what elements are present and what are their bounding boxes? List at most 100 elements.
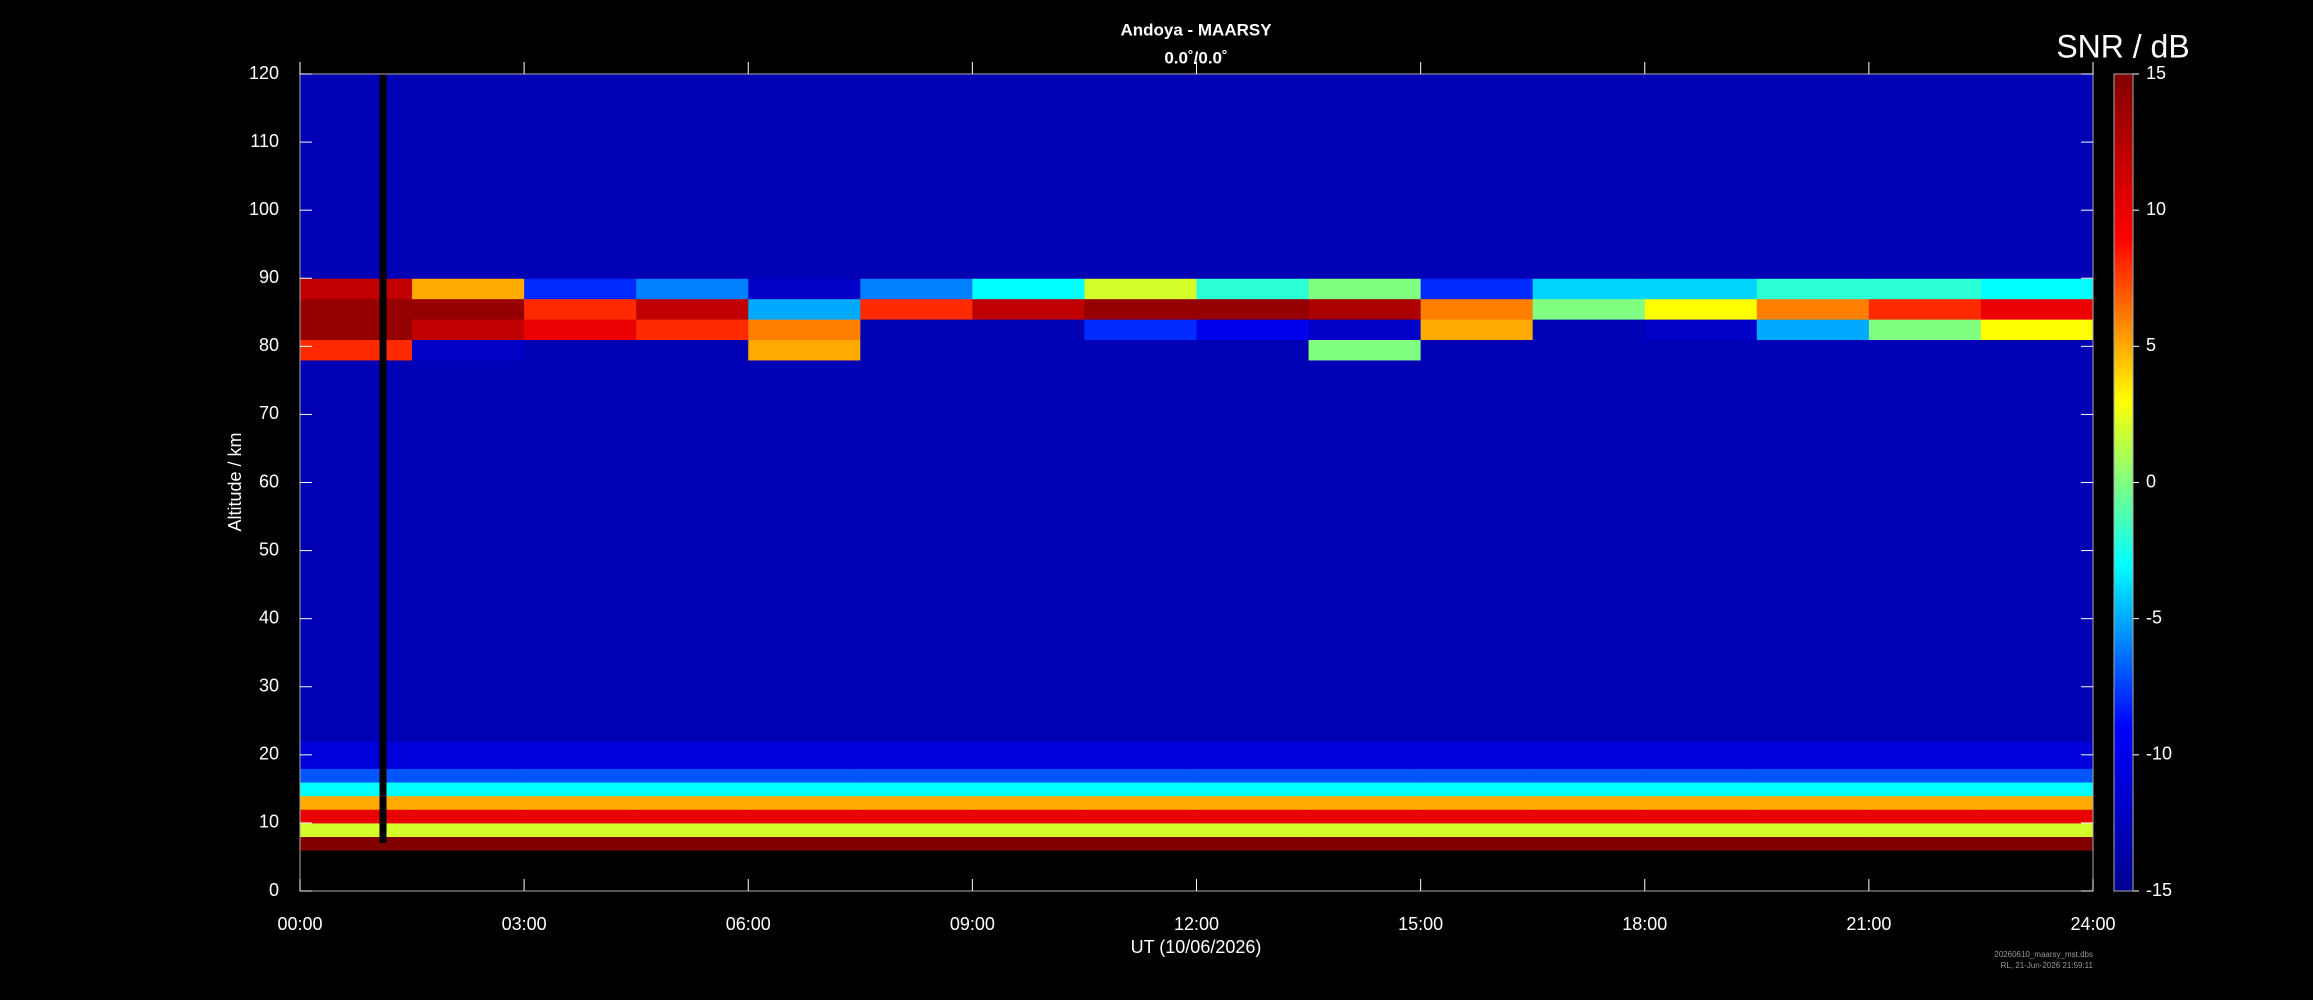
heatmap-cell xyxy=(1532,782,1646,797)
heatmap-cell xyxy=(972,795,1085,810)
heatmap-cell xyxy=(1084,741,1197,769)
heatmap-cell xyxy=(1532,795,1646,810)
heatmap-cell xyxy=(1756,278,1870,300)
heatmap-cell xyxy=(412,822,525,838)
heatmap-cell xyxy=(860,74,973,279)
heatmap-cell xyxy=(1980,822,2094,838)
x-tick-label: 06:00 xyxy=(726,914,771,934)
heatmap-cell xyxy=(636,74,749,279)
heatmap-cell xyxy=(1420,298,1534,320)
heatmap-cell xyxy=(1196,359,1310,742)
heatmap-cell xyxy=(636,319,749,341)
heatmap-cell xyxy=(300,782,413,797)
heatmap-cell xyxy=(1756,319,1870,341)
heatmap-cell xyxy=(1980,319,2094,341)
heatmap-cell xyxy=(1980,298,2094,320)
heatmap-cell xyxy=(1980,74,2094,279)
heatmap-cell xyxy=(972,74,1085,279)
heatmap-cell xyxy=(300,836,413,851)
heatmap-cell xyxy=(1980,278,2094,300)
heatmap-cell xyxy=(1532,359,1646,742)
heatmap-cell xyxy=(1532,74,1646,279)
chart-title: Andoya - MAARSY xyxy=(1120,20,1272,39)
heatmap-cell xyxy=(1420,836,1534,851)
heatmap-cell xyxy=(524,768,637,783)
heatmap-cell xyxy=(972,298,1085,320)
colorbar-tick-label: 5 xyxy=(2146,335,2156,355)
heatmap-cell xyxy=(1756,768,1870,783)
heatmap-cell xyxy=(1308,741,1422,769)
heatmap-cell xyxy=(1980,768,2094,783)
x-tick-label: 12:00 xyxy=(1174,914,1219,934)
heatmap-cell xyxy=(1084,822,1197,838)
heatmap-cell xyxy=(636,278,749,300)
heatmap-cell xyxy=(1084,782,1197,797)
heatmap-cell xyxy=(748,822,861,838)
heatmap-cell xyxy=(748,319,861,341)
heatmap-cell xyxy=(524,809,637,824)
heatmap-cell xyxy=(412,278,525,300)
heatmap-cell xyxy=(1196,768,1310,783)
heatmap-cell xyxy=(1196,836,1310,851)
heatmap-cell xyxy=(1420,795,1534,810)
heatmap-cell xyxy=(300,768,413,783)
heatmap-cell xyxy=(1868,359,1982,742)
footer-text: RL, 21-Jun-2026 21:59:11 xyxy=(2001,961,2094,970)
heatmap-cell xyxy=(748,74,861,279)
heatmap-cell xyxy=(1308,298,1422,320)
heatmap-cell xyxy=(1420,278,1534,300)
heatmap-cell xyxy=(1980,741,2094,769)
x-tick-label: 09:00 xyxy=(950,914,995,934)
heatmap-cell xyxy=(1980,836,2094,851)
y-tick-label: 80 xyxy=(259,335,279,355)
heatmap-cell xyxy=(1644,768,1758,783)
heatmap-cell xyxy=(972,278,1085,300)
heatmap-cell xyxy=(860,795,973,810)
heatmap-cell xyxy=(1084,795,1197,810)
heatmap-cell xyxy=(412,319,525,341)
heatmap-cell xyxy=(1868,741,1982,769)
heatmap-cell xyxy=(1308,278,1422,300)
heatmap-cell xyxy=(748,795,861,810)
colorbar-tick-label: -15 xyxy=(2146,880,2172,900)
heatmap-cell xyxy=(860,822,973,838)
heatmap-cell xyxy=(1420,74,1534,279)
heatmap-cell xyxy=(748,741,861,769)
heatmap-cell xyxy=(1084,298,1197,320)
heatmap-cell xyxy=(972,782,1085,797)
heatmap-cell xyxy=(1980,359,2094,742)
heatmap-cell xyxy=(300,74,413,279)
heatmap-cell xyxy=(1644,822,1758,838)
heatmap-cell xyxy=(300,319,413,341)
heatmap-cell xyxy=(1196,741,1310,769)
heatmap-cell xyxy=(1644,278,1758,300)
heatmap-cell xyxy=(300,359,413,742)
heatmap-cell xyxy=(1868,278,1982,300)
heatmap-cell xyxy=(748,782,861,797)
heatmap-cell xyxy=(1420,809,1534,824)
heatmap-cell xyxy=(972,836,1085,851)
heatmap-cell xyxy=(1868,809,1982,824)
heatmap-cell xyxy=(1420,782,1534,797)
heatmap-cell xyxy=(1980,782,2094,797)
colorbar-tick-label: 0 xyxy=(2146,471,2156,491)
heatmap-cell xyxy=(1084,359,1197,742)
y-tick-label: 90 xyxy=(259,267,279,287)
heatmap-cell xyxy=(860,809,973,824)
heatmap-cell xyxy=(300,822,413,838)
x-tick-label: 00:00 xyxy=(277,914,322,934)
heatmap-cell xyxy=(636,822,749,838)
heatmap-cell xyxy=(1644,74,1758,279)
heatmap-cell xyxy=(1756,359,1870,742)
heatmap-cell xyxy=(524,741,637,769)
heatmap-cell xyxy=(860,319,973,341)
heatmap-cell xyxy=(524,822,637,838)
heatmap-cell xyxy=(1868,768,1982,783)
heatmap-cell xyxy=(972,768,1085,783)
heatmap-cell xyxy=(524,278,637,300)
heatmap-cell xyxy=(1196,782,1310,797)
heatmap-cell xyxy=(524,795,637,810)
heatmap-cell xyxy=(1644,319,1758,341)
heatmap-cell xyxy=(1868,74,1982,279)
heatmap-cell xyxy=(412,836,525,851)
